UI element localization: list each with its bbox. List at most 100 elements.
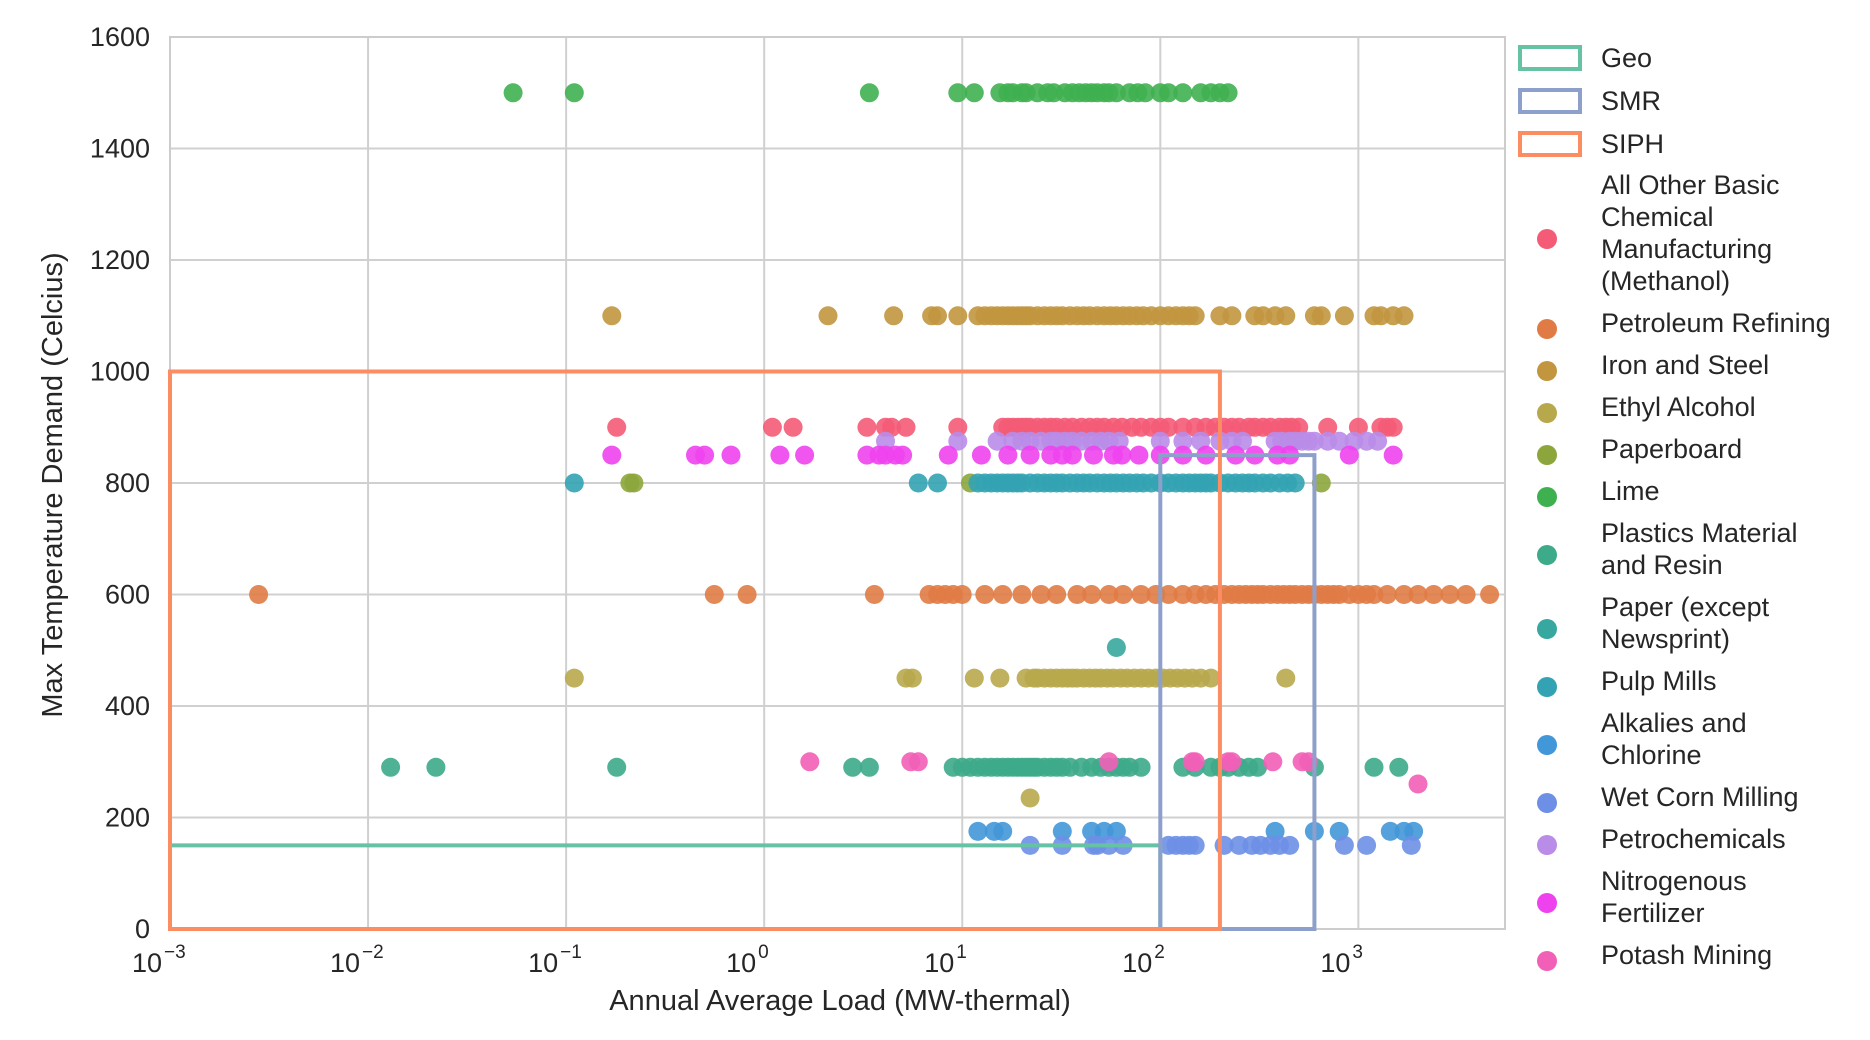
data-point [1401, 835, 1421, 855]
data-point [1404, 821, 1424, 841]
data-point [993, 821, 1013, 841]
legend-marker [1537, 619, 1557, 639]
legend-marker [1537, 229, 1557, 249]
x-tick-label: 10 2 [1122, 942, 1165, 978]
legend-label: and Resin [1601, 550, 1723, 580]
data-point [1311, 306, 1331, 326]
series-11 [876, 431, 1388, 451]
legend: Geo SMR SIPH All Other BasicChemicalManufac… [1518, 43, 1831, 971]
x-tick-base: 10 [726, 948, 756, 978]
legend-item-smr: SMR [1518, 86, 1661, 116]
region-geo [168, 843, 1163, 931]
data-point [1334, 835, 1354, 855]
data-point [607, 757, 627, 777]
legend-item: Wet Corn Milling [1537, 782, 1799, 813]
legend-item: Potash Mining [1537, 940, 1772, 971]
x-tick-label: 10 3 [1320, 942, 1363, 978]
legend-label: Lime [1601, 476, 1660, 506]
data-point [902, 668, 922, 688]
legend-label: SMR [1601, 86, 1661, 116]
legend-item: Petrochemicals [1537, 824, 1786, 855]
data-point [1020, 445, 1040, 465]
legend-marker [1537, 893, 1557, 913]
legend-swatch [1518, 45, 1582, 71]
data-point [737, 585, 757, 604]
data-point [770, 445, 790, 465]
legend-marker [1537, 445, 1557, 465]
x-tick-label: 10 −2 [330, 942, 384, 978]
data-point [1368, 431, 1388, 451]
data-point [948, 306, 968, 326]
legend-label: Plastics Material [1601, 518, 1798, 548]
y-tick-label: 600 [105, 580, 150, 610]
data-point [1052, 821, 1072, 841]
data-point [948, 417, 968, 437]
data-point [857, 417, 877, 437]
y-tick-label: 1200 [90, 245, 150, 275]
data-point [1062, 445, 1082, 465]
x-tick-exponent: −2 [362, 942, 384, 963]
data-point [893, 445, 913, 465]
legend-marker [1537, 677, 1557, 697]
y-axis-label: Max Temperature Demand (Celcius) [37, 252, 69, 717]
data-point [948, 431, 968, 451]
legend-marker [1537, 793, 1557, 813]
y-tick-label: 1000 [90, 357, 150, 387]
grid-lines [169, 36, 1505, 930]
feasibility-regions [168, 369, 1317, 931]
data-point [908, 473, 928, 493]
legend-item: Iron and Steel [1537, 350, 1769, 381]
data-point [1106, 638, 1126, 657]
legend-label: Wet Corn Milling [1601, 782, 1799, 812]
series-7 [1106, 638, 1126, 657]
data-point [859, 757, 879, 777]
data-point [1389, 757, 1409, 777]
data-point [952, 585, 972, 604]
legend-label: Chemical [1601, 202, 1714, 232]
legend-marker [1537, 835, 1557, 855]
data-point [998, 445, 1018, 465]
data-point [1377, 585, 1397, 604]
data-point [1159, 585, 1178, 604]
data-point [1480, 585, 1500, 604]
data-point [1084, 445, 1103, 465]
data-point [795, 445, 815, 465]
data-point [1020, 788, 1040, 808]
legend-item-siph: SIPH [1518, 129, 1664, 159]
data-point [564, 83, 584, 103]
data-point [1280, 835, 1300, 855]
data-point [1129, 445, 1149, 465]
legend-label: All Other Basic [1601, 170, 1780, 200]
data-point [1222, 752, 1242, 772]
legend-label: Newsprint) [1601, 624, 1730, 654]
data-point [602, 306, 622, 326]
data-point [1276, 306, 1296, 326]
data-point [1248, 757, 1268, 777]
data-point [1329, 431, 1349, 451]
data-point [1150, 431, 1170, 451]
data-point [1131, 585, 1151, 604]
data-point [602, 445, 622, 465]
data-point [1082, 585, 1102, 604]
data-point [1047, 585, 1067, 604]
x-tick-exponent: −3 [164, 942, 186, 963]
data-point [704, 585, 724, 604]
x-tick-exponent: 2 [1154, 942, 1165, 963]
x-tick-base: 10 [132, 948, 162, 978]
data-point [1311, 473, 1331, 493]
data-point [843, 757, 863, 777]
data-point [1099, 585, 1119, 604]
data-point [1440, 585, 1460, 604]
data-point [1383, 445, 1403, 465]
data-point [1408, 774, 1428, 794]
legend-swatch [1518, 131, 1582, 157]
data-point [1185, 752, 1205, 772]
x-tick-exponent: 0 [758, 942, 769, 963]
data-point [948, 83, 968, 103]
legend-marker [1537, 361, 1557, 381]
legend-label: Pulp Mills [1601, 666, 1717, 696]
data-point [762, 417, 782, 437]
